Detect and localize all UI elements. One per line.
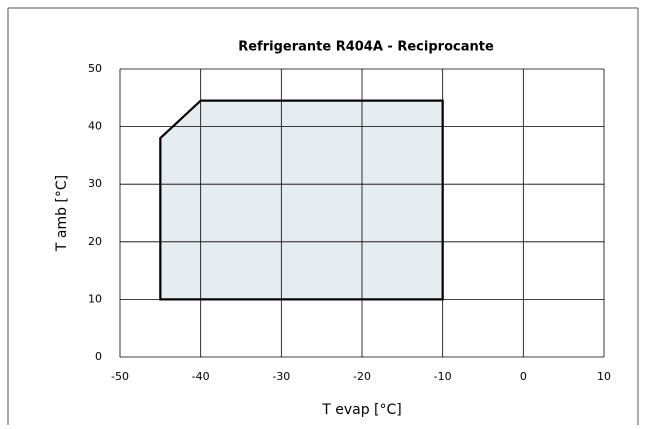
y-tick-label: 10	[88, 292, 102, 305]
y-axis-label: T amb [°C]	[54, 175, 70, 252]
x-tick-label: -40	[192, 370, 210, 383]
envelope	[159, 99, 444, 301]
x-tick-label: -10	[434, 370, 452, 383]
y-tick-label: 40	[88, 120, 102, 133]
x-tick-label: 10	[597, 370, 611, 383]
x-tick-label: -30	[272, 370, 290, 383]
y-tick-label: 0	[95, 350, 102, 363]
x-axis-label: T evap [°C]	[321, 402, 402, 418]
envelope-outline	[159, 99, 444, 301]
y-tick-label: 50	[88, 62, 102, 75]
chart-title: Refrigerante R404A - Reciprocante	[238, 40, 494, 55]
y-tick-label: 20	[88, 235, 102, 248]
x-tick-label: -20	[353, 370, 371, 383]
x-tick-label: 0	[520, 370, 527, 383]
x-tick-label: -50	[111, 370, 129, 383]
y-tick-label: 30	[88, 177, 102, 190]
